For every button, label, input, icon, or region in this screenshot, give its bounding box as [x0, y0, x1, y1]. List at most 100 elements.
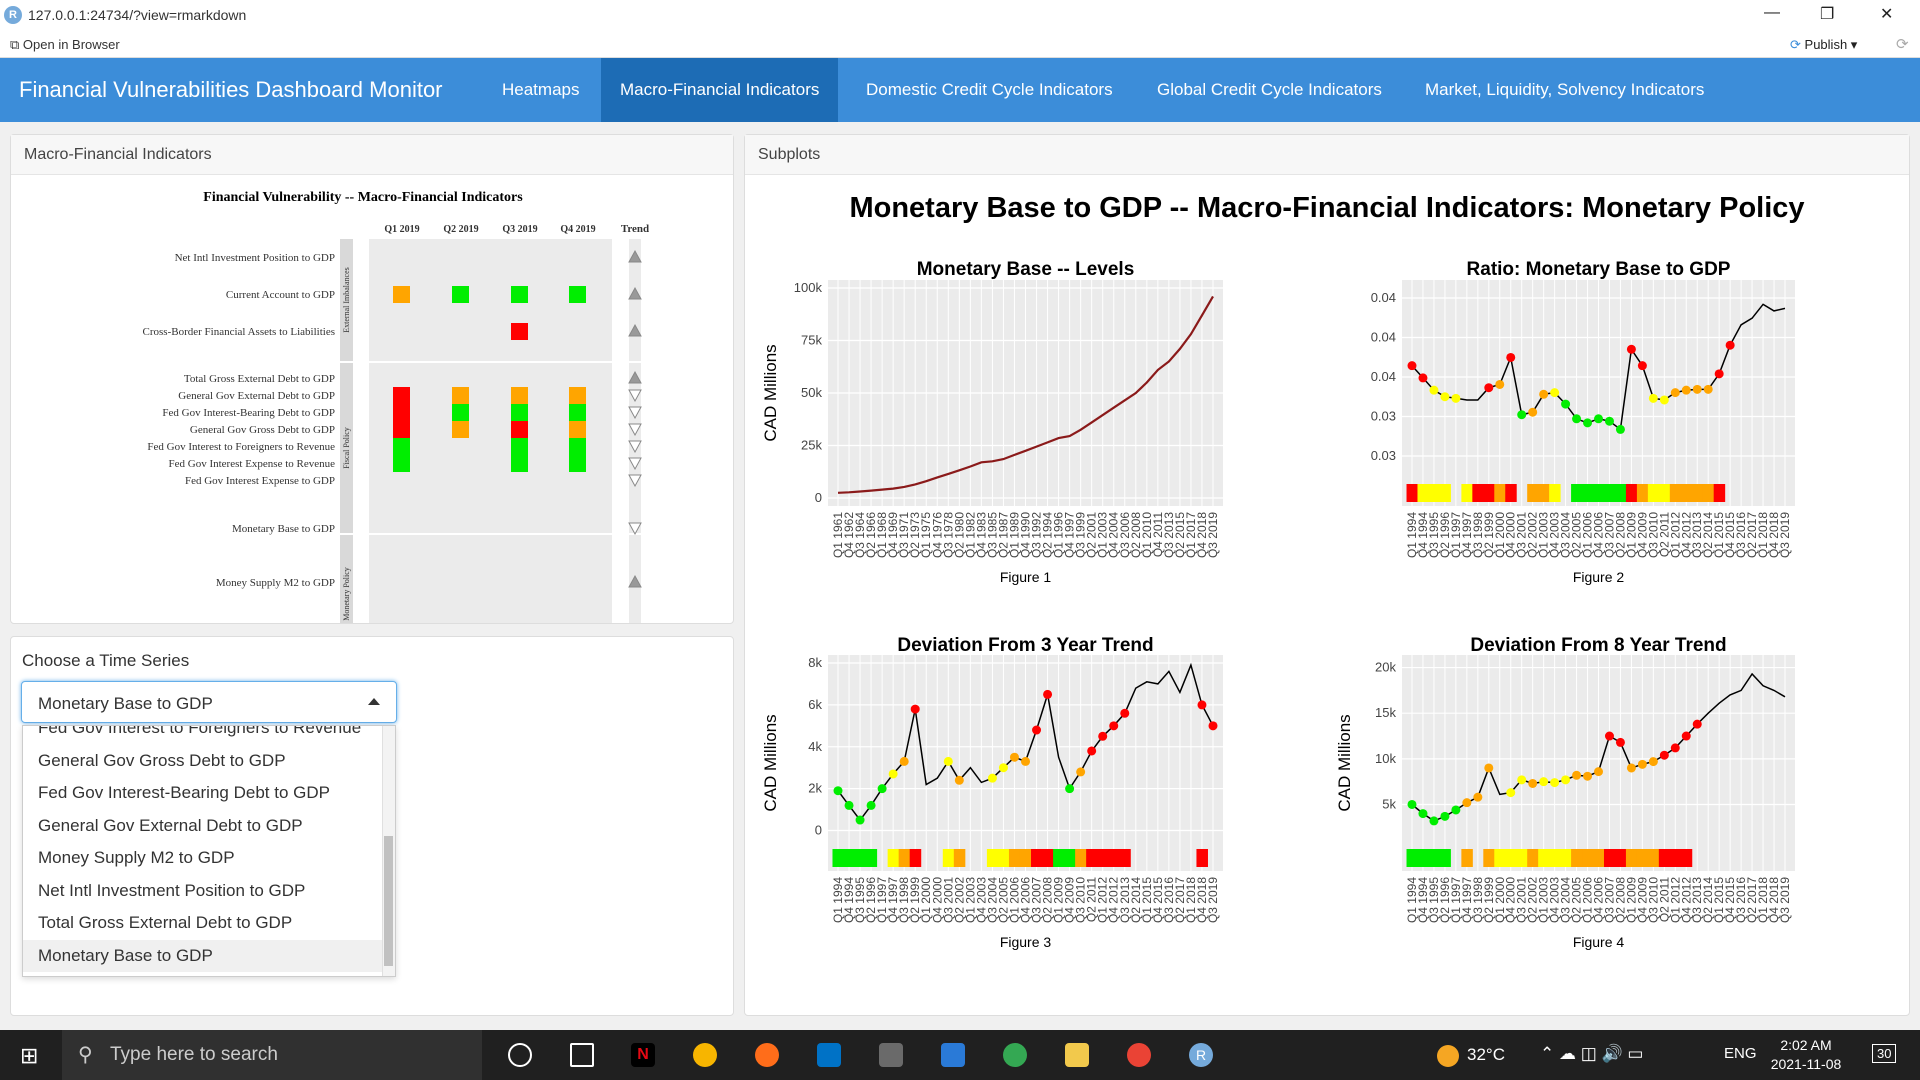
dropdown-option[interactable]: General Gov External Debt to GDP [38, 815, 303, 835]
data-point [1418, 809, 1428, 819]
x-tick-label: Q3 2019 [1206, 512, 1220, 558]
x-tick-label: Q4 2018 [1767, 877, 1781, 923]
x-tick-label: Q4 2018 [1195, 877, 1209, 923]
trend-down-icon [628, 406, 642, 420]
x-tick-label: Q2 1966 [864, 512, 878, 558]
maximize-icon[interactable]: ❐ [1820, 6, 1835, 23]
x-tick-label: Q2 2017 [1745, 877, 1759, 923]
x-tick-label: Q1 2006 [1007, 877, 1021, 923]
data-point [1484, 763, 1494, 773]
x-tick-label: Q3 1995 [853, 877, 867, 923]
brand-title: Financial Vulnerabilities Dashboard Moni… [19, 77, 443, 102]
x-tick-label: Q3 2006 [1118, 512, 1132, 558]
dropdown-scrollbar[interactable] [382, 726, 395, 976]
clock[interactable]: 2:02 AM 2021-11-08 [1768, 1036, 1844, 1074]
heatmap-cell [511, 387, 528, 404]
temperature[interactable]: 32°C [1467, 1045, 1505, 1064]
x-tick-label: Q1 2018 [1756, 877, 1770, 923]
x-tick-label: Q1 2006 [1581, 877, 1595, 923]
data-point [1418, 373, 1428, 383]
publish-button[interactable]: ⟳ Publish ▾ [1790, 37, 1858, 52]
tab-global-credit[interactable]: Global Credit Cycle Indicators [1157, 80, 1382, 99]
x-tick-label: Q1 1997 [1449, 877, 1463, 923]
x-tick-label: Q4 2003 [1548, 877, 1562, 923]
heatmap-figure: Financial Vulnerability -- Macro-Financi… [143, 190, 649, 653]
heatmap-column-label: Q2 2019 [443, 224, 478, 235]
x-tick-label: Q2 2017 [1173, 877, 1187, 923]
data-point [1429, 816, 1439, 826]
cortana-icon[interactable] [508, 1043, 532, 1067]
x-tick-label: Q2 2011 [1657, 877, 1671, 922]
x-tick-label: Q2 2005 [1570, 877, 1584, 923]
data-point [1407, 799, 1417, 809]
tab-market-liquidity[interactable]: Market, Liquidity, Solvency Indicators [1425, 80, 1705, 99]
firefox-icon[interactable] [755, 1043, 779, 1067]
dropdown-option[interactable]: Fed Gov Interest to Foreigners to Revenu… [38, 725, 362, 737]
netflix-icon[interactable]: N [631, 1043, 655, 1067]
minimize-icon[interactable]: — [1764, 4, 1780, 21]
y-axis-label: CAD Millions [1335, 714, 1354, 811]
y-tick-label: 20k [1375, 660, 1396, 675]
publish-icon: ⟳ [1790, 37, 1801, 52]
signal-band-segment [1472, 484, 1484, 502]
x-tick-label: Q3 2010 [1074, 877, 1088, 923]
signal-band-segment [1560, 849, 1572, 867]
trend-up-icon [628, 286, 642, 300]
x-tick-label: Q4 2004 [1107, 512, 1121, 558]
scrollbar-thumb[interactable] [384, 836, 393, 966]
chrome-icon[interactable] [1003, 1043, 1027, 1067]
x-tick-label: Q4 2012 [1679, 512, 1693, 558]
clock-time: 2:02 AM [1780, 1037, 1832, 1053]
x-tick-label: Q3 1971 [897, 512, 911, 558]
data-point [855, 815, 865, 825]
data-point [1583, 418, 1593, 428]
x-tick-label: Q3 1995 [1427, 512, 1441, 558]
store-icon[interactable] [879, 1043, 903, 1067]
data-point [1440, 392, 1450, 402]
weather-icon[interactable] [1437, 1045, 1459, 1067]
browser-icon[interactable] [693, 1043, 717, 1067]
dropdown-option[interactable]: Money Supply M2 to GDP [38, 848, 235, 867]
x-tick-label: Q3 1998 [1471, 512, 1485, 558]
signal-band-segment [1494, 849, 1506, 867]
outlook-icon[interactable] [817, 1043, 841, 1067]
close-icon[interactable]: ✕ [1880, 6, 1894, 23]
x-tick-label: Q2 2011 [1085, 877, 1099, 922]
dropdown-option[interactable]: Fed Gov Interest-Bearing Debt to GDP [38, 783, 330, 802]
file-explorer-icon[interactable] [1065, 1043, 1089, 1067]
tab-macro-financial[interactable]: Macro-Financial Indicators [601, 58, 839, 122]
signal-band-segment [854, 849, 867, 867]
signal-band-segment [1031, 849, 1043, 867]
tray-icons[interactable]: ⌃ ☁ ◫ 🔊 ▭ [1540, 1044, 1644, 1063]
chrome-profile-icon[interactable] [1127, 1043, 1151, 1067]
signal-band-segment [1042, 849, 1054, 867]
open-in-browser-button[interactable]: ⧉ Open in Browser [10, 37, 120, 52]
dropdown-option[interactable]: Net Intl Investment Position to GDP [38, 880, 306, 900]
caret-up-icon [368, 698, 380, 705]
heatmap-row-label: General Gov Gross Debt to GDP [190, 424, 335, 436]
refresh-icon[interactable]: ⟳ [1896, 36, 1909, 53]
tab-domestic-credit[interactable]: Domestic Credit Cycle Indicators [866, 80, 1113, 99]
signal-band-segment [1483, 484, 1495, 502]
signal-band-segment [1658, 849, 1671, 867]
mail-icon[interactable] [941, 1043, 965, 1067]
language-indicator[interactable]: ENG [1724, 1045, 1757, 1062]
dropdown-option[interactable]: General Gov Gross Debt to GDP [38, 750, 286, 770]
taskbar-search[interactable]: ⚲ Type here to search [62, 1030, 482, 1080]
dropdown-option-selected[interactable]: Monetary Base to GDP [23, 939, 395, 972]
x-tick-label: Q2 2008 [1129, 512, 1143, 558]
windows-start-icon[interactable]: ⊞ [20, 1043, 39, 1068]
notifications-badge[interactable]: 30 [1872, 1044, 1897, 1063]
subplots-figure: Monetary Base to GDP -- Macro-Financial … [761, 192, 1805, 950]
dropdown-option[interactable]: Total Gross External Debt to GDP [38, 913, 293, 932]
x-tick-label: Q4 2018 [1767, 512, 1781, 558]
series-select[interactable]: Monetary Base to GDP [21, 681, 397, 723]
signal-band-segment [1549, 484, 1561, 502]
subplots-main-title: Monetary Base to GDP -- Macro-Financial … [849, 192, 1804, 224]
signal-band-segment [1097, 849, 1109, 867]
task-view-icon[interactable] [570, 1043, 594, 1067]
tab-heatmaps[interactable]: Heatmaps [502, 80, 580, 99]
r-taskbar-icon[interactable]: R [1189, 1043, 1213, 1067]
y-tick-label: 100k [794, 280, 823, 295]
signal-band-segment [1636, 849, 1649, 867]
